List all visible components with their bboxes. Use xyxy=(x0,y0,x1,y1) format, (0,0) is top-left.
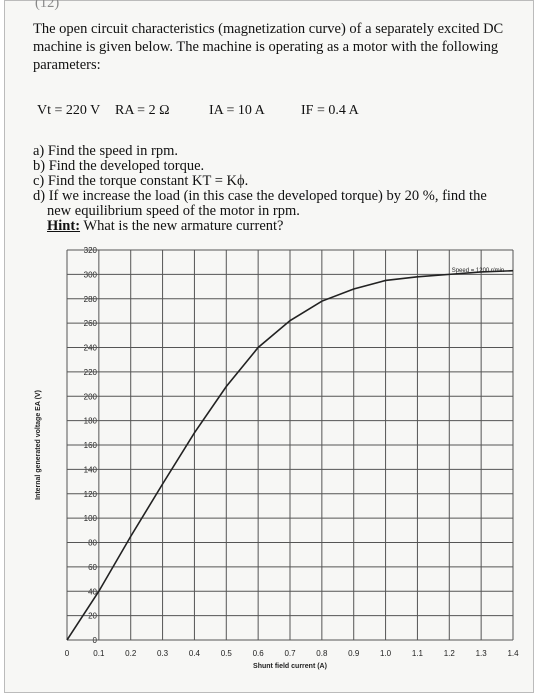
question: c) Find the torque constant KT = Kϕ. xyxy=(33,173,249,189)
parameter: Vt = 220 V xyxy=(37,103,101,118)
x-tick-label: 1.2 xyxy=(444,649,456,658)
x-tick-label: 0.2 xyxy=(125,649,137,658)
hint-text: What is the new armature current? xyxy=(80,218,284,234)
x-tick-label: 1.1 xyxy=(412,649,424,658)
question: b) Find the developed torque. xyxy=(33,158,205,174)
x-tick-label: 0.8 xyxy=(316,649,328,658)
x-tick-label: 0.3 xyxy=(157,649,169,658)
x-tick-label: 1.3 xyxy=(476,649,488,658)
annotation: Speed = 1200 r/min xyxy=(452,268,505,274)
parameter: IF = 0.4 A xyxy=(301,103,359,118)
question: a) Find the speed in rpm. xyxy=(33,143,178,159)
parameter: RA = 2 Ω xyxy=(115,103,170,118)
question: d) If we increase the load (in this case… xyxy=(33,188,487,204)
hint-label: Hint: xyxy=(47,218,81,234)
text-line: The open circuit characteristics (magnet… xyxy=(33,21,504,37)
x-tick-label: 0.5 xyxy=(221,649,233,658)
text-line: machine is given below. The machine is o… xyxy=(33,39,499,55)
x-tick-label: 0.9 xyxy=(348,649,360,658)
x-tick-label: 0.1 xyxy=(93,649,105,658)
text-line: parameters: xyxy=(33,57,101,73)
x-tick-label: 0.6 xyxy=(253,649,265,658)
x-tick-label: 0.4 xyxy=(189,649,201,658)
x-tick-label: 1.0 xyxy=(380,649,392,658)
x-tick-label: 0.7 xyxy=(284,649,296,658)
question: new equilibrium speed of the motor in rp… xyxy=(47,203,300,219)
page: (12) The open circuit characteristics (m… xyxy=(4,0,534,693)
hint: Hint: What is the new armature current? xyxy=(47,218,283,235)
parameter: IA = 10 A xyxy=(209,103,265,118)
problem-number: (12) xyxy=(35,0,60,11)
x-tick-label: 1.4 xyxy=(507,649,519,658)
magnetization-curve xyxy=(66,269,514,641)
x-axis-label: Shunt field current (A) xyxy=(253,663,327,670)
y-axis-label: Internal generated voltage EA (V) xyxy=(35,390,42,500)
x-tick-label: 0 xyxy=(65,649,70,658)
